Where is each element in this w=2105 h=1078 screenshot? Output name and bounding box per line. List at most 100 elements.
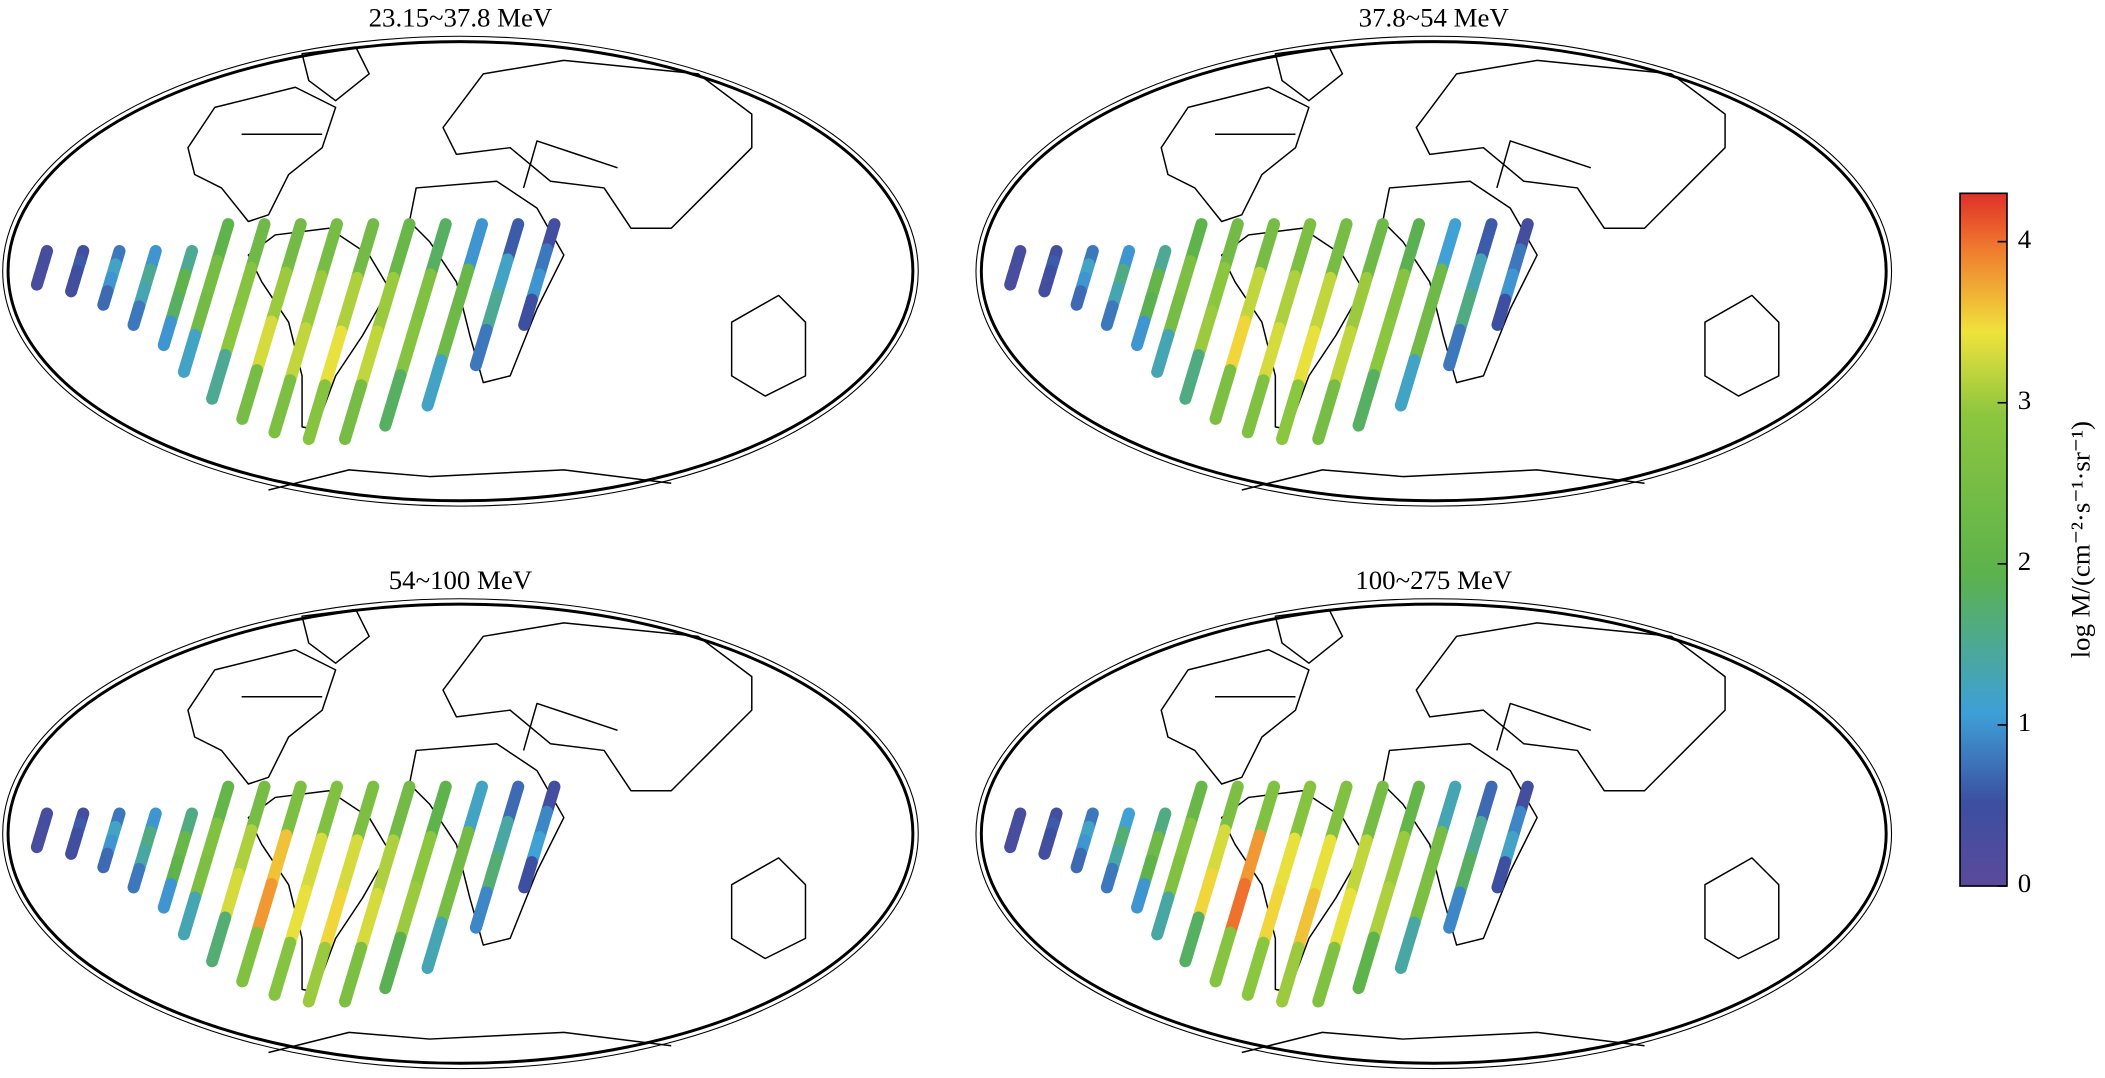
track-segment [302, 379, 331, 446]
track-segment [232, 261, 258, 318]
track-segment [299, 270, 328, 335]
panel-title: 54~100 MeV [389, 565, 533, 595]
track-segment [387, 218, 416, 284]
track-segment [1173, 817, 1197, 867]
track-segment [250, 877, 278, 939]
colorbar [1959, 192, 2008, 887]
track-segment [338, 379, 368, 446]
track-segment [448, 825, 475, 884]
track-segment [1443, 323, 1466, 372]
track-segment [1292, 325, 1321, 392]
track-segment [1273, 832, 1301, 897]
track-segment [1367, 881, 1395, 944]
track-segment [268, 374, 297, 439]
track-segment [1352, 369, 1380, 432]
track-segment [127, 862, 146, 894]
track-segment [1209, 364, 1237, 425]
track-segment [421, 354, 448, 412]
track-segment [1253, 218, 1281, 279]
track-segment [435, 308, 461, 367]
track-segment [379, 369, 407, 432]
track-segment [1344, 834, 1373, 901]
track-segment [1004, 832, 1019, 854]
map-frame-outer [2, 598, 919, 1070]
track-segment [30, 270, 46, 291]
track-segment [1238, 829, 1266, 891]
track-segment [1382, 268, 1410, 331]
track-segment [1491, 856, 1512, 894]
track-segment [1253, 780, 1281, 842]
track-segment [1324, 780, 1353, 847]
track-segment [351, 218, 380, 284]
track-segment [97, 847, 114, 874]
track-segment [1360, 780, 1389, 847]
map-panel: 100~275 MeV [975, 565, 1893, 1070]
track-segment [1179, 911, 1205, 968]
track-segment [1257, 884, 1286, 949]
track-segment [284, 884, 312, 949]
track-segment [1352, 931, 1380, 995]
track-segment [1360, 218, 1389, 284]
track-segment [188, 291, 213, 341]
map-frame [6, 40, 915, 503]
track-segment [219, 305, 245, 362]
track-segment [1218, 218, 1244, 274]
track-segment [1131, 315, 1151, 352]
track-segment [1100, 300, 1119, 331]
track-segment [315, 780, 344, 845]
track-segment [1474, 218, 1498, 266]
track-segment [1173, 255, 1197, 305]
track-segment [318, 888, 348, 954]
track-segment [1397, 218, 1426, 281]
panel-title: 23.15~37.8 MeV [369, 2, 553, 32]
track-segment [200, 817, 224, 867]
track-segment [206, 349, 232, 405]
map-panel: 23.15~37.8 MeV [2, 2, 919, 507]
track-segment [1205, 824, 1231, 880]
track-segment [1394, 354, 1421, 412]
track-segment [1192, 867, 1218, 924]
track-segment [338, 941, 368, 1008]
track-segment [1179, 349, 1205, 405]
track-segment [1209, 926, 1237, 988]
track-segment [1422, 263, 1448, 321]
colorbar-tick-label: 4 [2018, 224, 2031, 254]
track-segment [206, 911, 232, 968]
track-segment [1218, 780, 1244, 837]
track-segment [157, 315, 177, 352]
track-segment [1131, 877, 1151, 914]
track-segment [1100, 862, 1119, 894]
track-segment [371, 271, 400, 338]
track-segment [302, 941, 331, 1008]
track-segment [265, 266, 293, 328]
track-segment [1328, 888, 1357, 954]
track-segment [334, 834, 364, 901]
track-segment [1205, 261, 1231, 318]
track-segment [1257, 322, 1286, 387]
track-segment [1184, 218, 1208, 268]
colorbar-tick-label: 1 [2018, 707, 2031, 737]
map-frame-outer [975, 598, 1893, 1070]
track-segment [1397, 780, 1426, 844]
track-segment [127, 300, 146, 331]
track-segment [1312, 379, 1341, 446]
track-segment [424, 780, 452, 844]
track-segment [371, 834, 400, 901]
track-segment [1184, 780, 1208, 830]
track-segment [448, 263, 475, 321]
track-segment [1464, 815, 1487, 864]
track-segment [1312, 941, 1341, 1008]
track-segment [462, 218, 488, 276]
colorbar-tick-label: 3 [2018, 385, 2031, 415]
track-segment [355, 888, 384, 954]
track-segment [188, 854, 213, 904]
track-segment [236, 364, 263, 425]
track-segment [1328, 325, 1357, 392]
colorbar-tick-label: 0 [2018, 868, 2031, 898]
track-segment [351, 780, 380, 847]
track-segment [1273, 270, 1301, 335]
track-segment [1151, 328, 1175, 378]
track-segment [1038, 837, 1054, 860]
track-segment [318, 325, 348, 392]
track-segment [1308, 834, 1337, 901]
